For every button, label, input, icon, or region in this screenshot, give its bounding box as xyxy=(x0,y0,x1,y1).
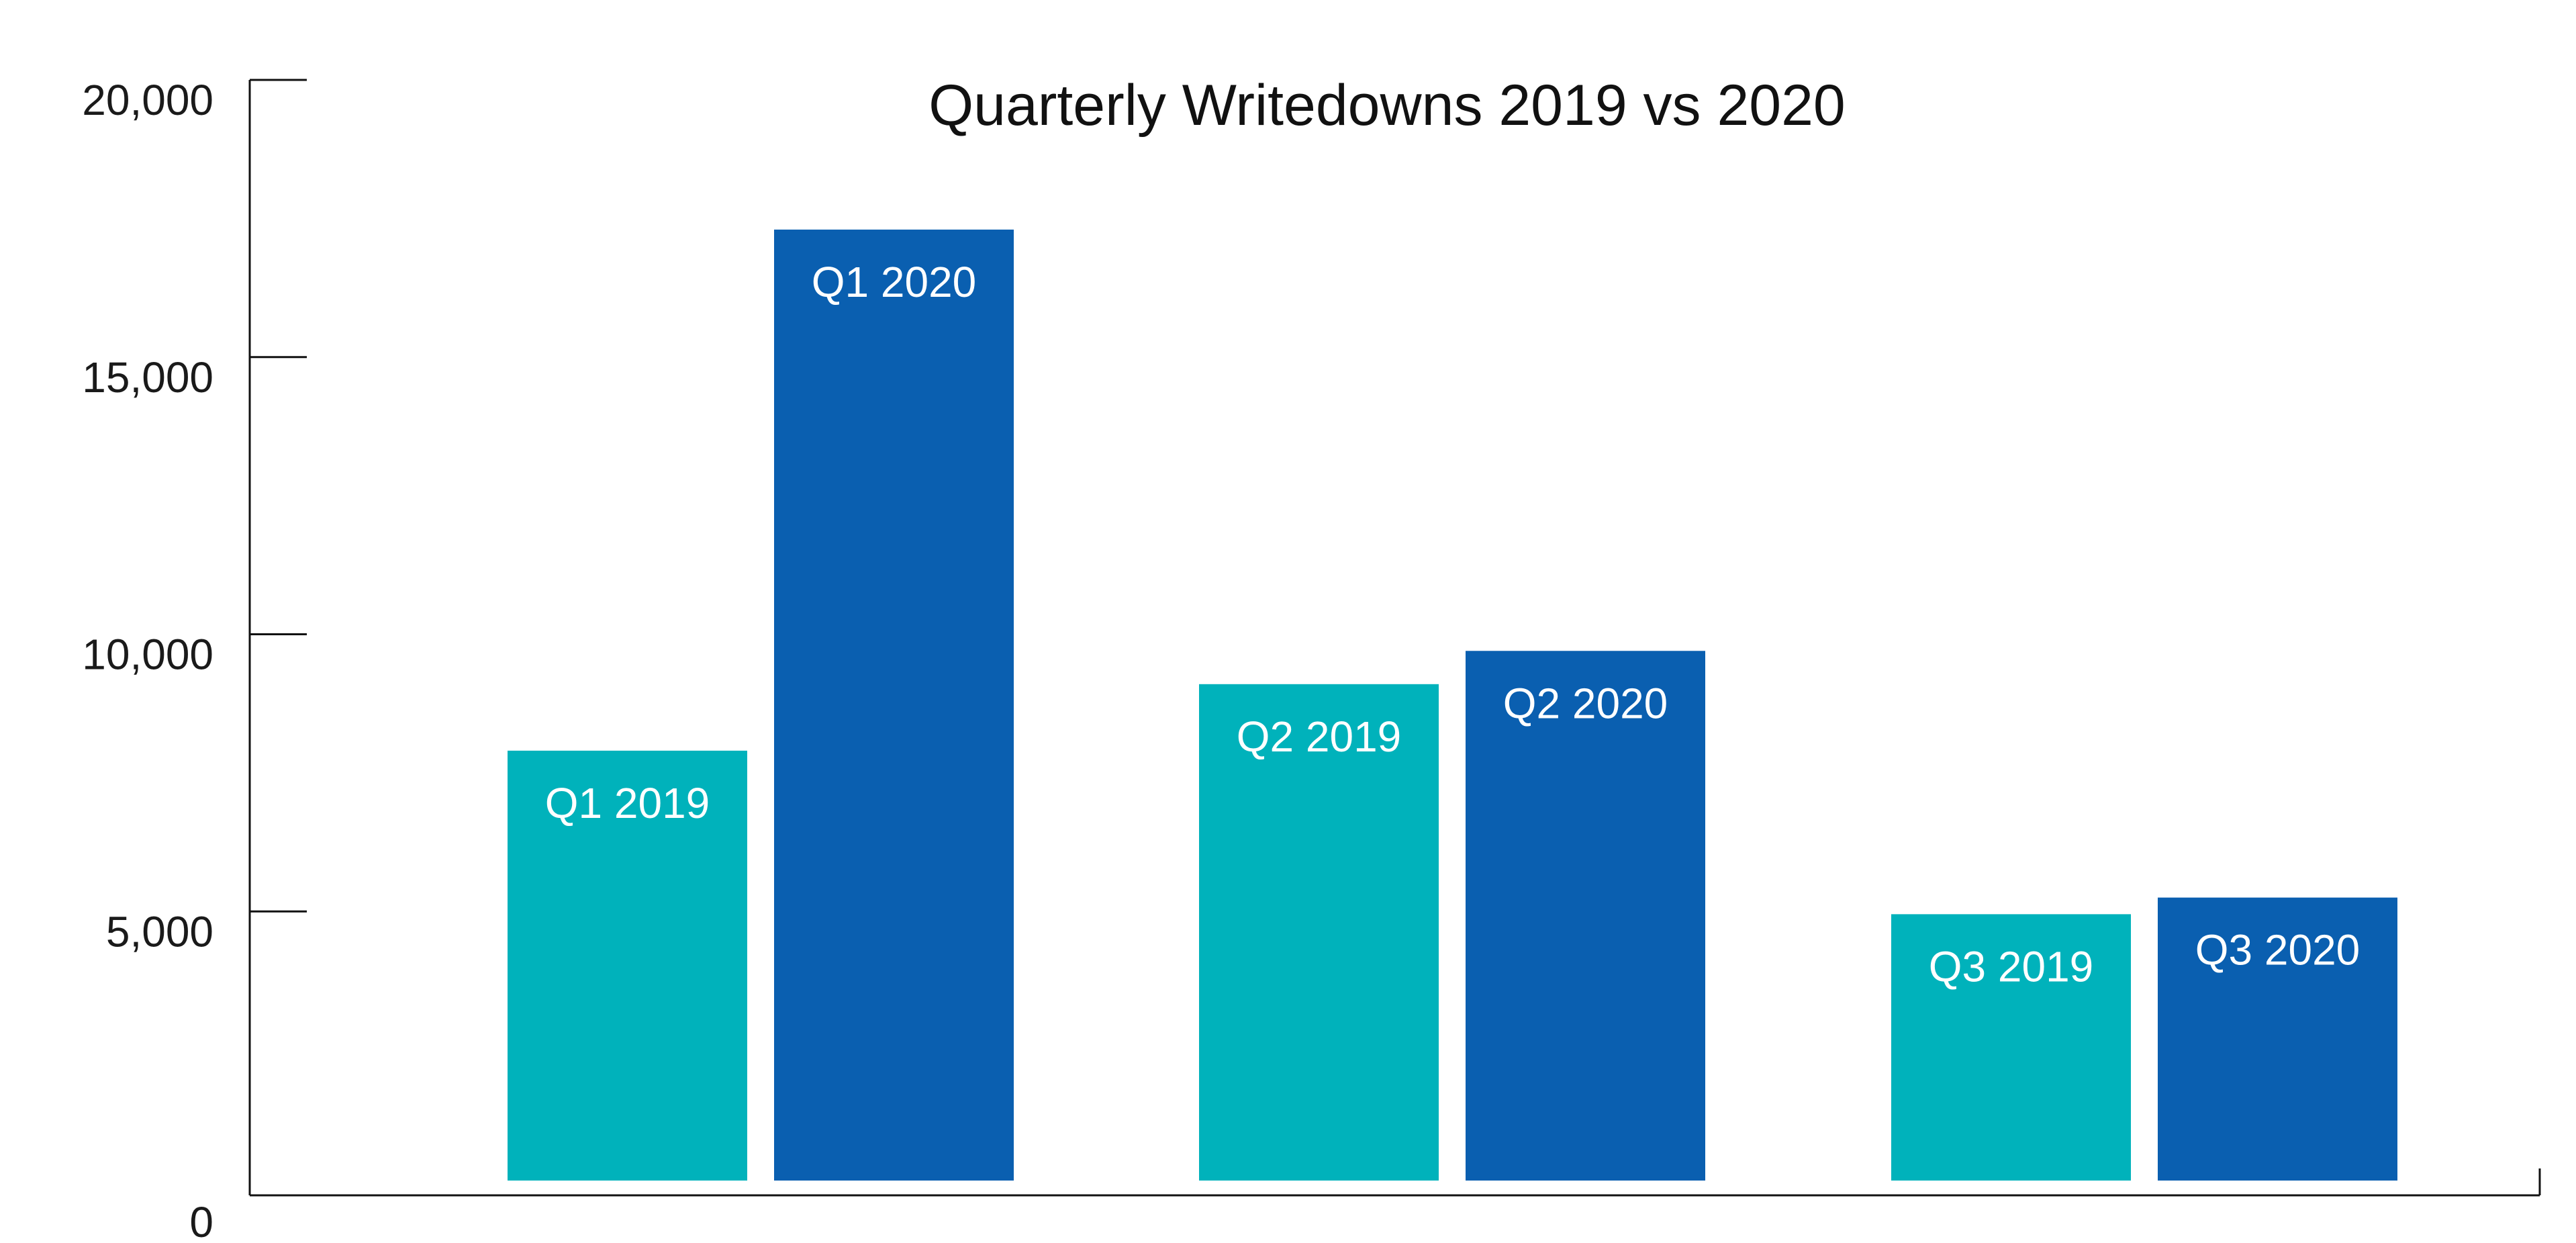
y-tick-label: 20,000 xyxy=(82,76,213,124)
y-tick-label: 0 xyxy=(189,1198,213,1243)
bar xyxy=(1466,651,1705,1181)
bars xyxy=(508,229,2397,1181)
bar xyxy=(1199,684,1439,1181)
bar xyxy=(508,750,747,1181)
y-tick-label: 5,000 xyxy=(106,907,213,956)
bar xyxy=(774,229,1014,1181)
y-tick-label: 15,000 xyxy=(82,353,213,402)
axes: 0 5,000 10,000 15,000 20,000 xyxy=(82,76,2541,1243)
bar-label: Q3 2019 xyxy=(1929,942,2094,991)
chart-title: Quarterly Writedowns 2019 vs 2020 xyxy=(928,73,1846,138)
bar-label: Q2 2019 xyxy=(1237,712,1402,761)
bar-labels: Q1 2019 Q1 2020 Q2 2019 Q2 2020 Q3 2019 Q3 20… xyxy=(545,258,2360,991)
bar-label: Q3 2020 xyxy=(2195,926,2360,974)
bar-label: Q2 2020 xyxy=(1503,679,1668,727)
bar-label: Q1 2020 xyxy=(812,258,977,306)
bar xyxy=(1891,914,2131,1181)
y-tick-label: 10,000 xyxy=(82,631,213,679)
bar xyxy=(2158,897,2397,1181)
bar-label: Q1 2019 xyxy=(545,779,710,827)
